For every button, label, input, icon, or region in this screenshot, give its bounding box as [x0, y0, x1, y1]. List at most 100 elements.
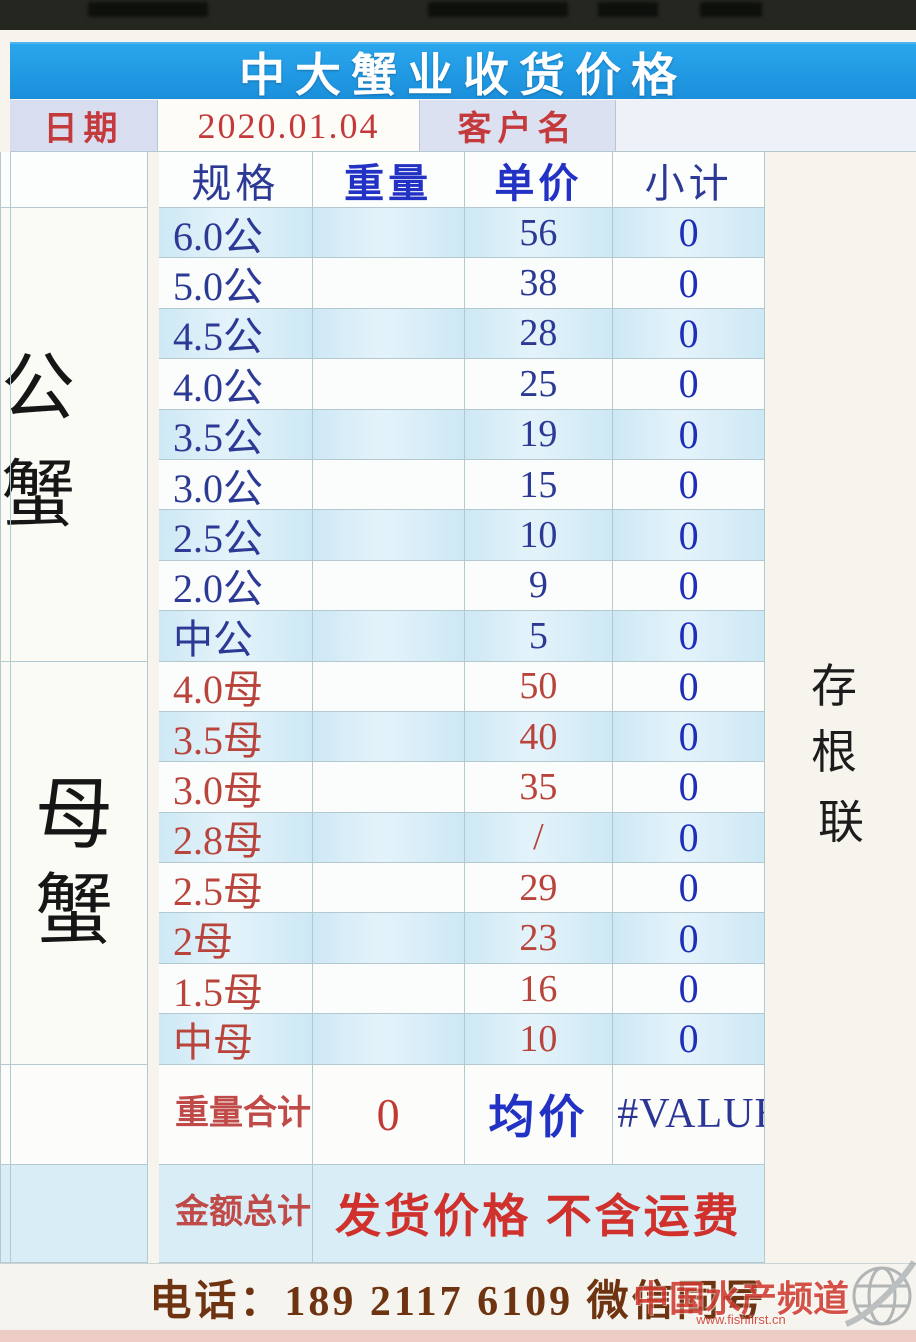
watermark: 中国水产频道 www.fishfirst.cn: [612, 1260, 916, 1340]
spec-cell: 4.0母: [159, 661, 313, 712]
subtotal-cell: 0: [613, 963, 766, 1015]
subtotal-cell: 0: [613, 661, 766, 712]
price-cell: 5: [464, 611, 614, 662]
weight-total-row: 重量合计 0 均价 #VALUE: [159, 1064, 765, 1165]
watermark-brand: 中国水产频道: [632, 1279, 849, 1319]
corner-cell: [0, 152, 148, 208]
table-row: 中公 5 0: [159, 611, 766, 662]
spec-cell: 3.5母: [159, 711, 313, 763]
table-row: 中母 10 0: [159, 1014, 766, 1065]
subtotal-cell: 0: [613, 510, 766, 561]
photo-edge-strip: [0, 1330, 916, 1342]
spec-cell: 5.0公: [159, 258, 313, 309]
weight-cell: [312, 409, 465, 460]
text-remnant: [598, 2, 658, 17]
spec-cell: 2.5母: [159, 863, 313, 914]
weight-cell: [312, 1014, 465, 1065]
table-row: 2.5母 29 0: [159, 863, 766, 914]
weight-cell: [312, 258, 465, 309]
price-cell: 56: [464, 208, 614, 259]
subtotal-cell: 0: [613, 1014, 766, 1065]
subtotal-cell: 0: [613, 762, 766, 813]
amount-total-left-cell: [0, 1165, 148, 1263]
table-row: 6.0公 56 0: [159, 208, 766, 259]
weight-cell: [312, 611, 465, 662]
header-spec: 规格: [159, 152, 313, 208]
price-cell: 10: [464, 510, 614, 561]
weight-cell: [312, 459, 465, 511]
table-row: 1.5母 16 0: [159, 963, 766, 1015]
customer-label: 客户名: [457, 111, 578, 148]
weight-cell: [312, 661, 465, 712]
subtotal-cell: 0: [613, 208, 766, 259]
cropped-previous-sheet-strip: [0, 0, 916, 30]
weight-total-left-cell: [0, 1065, 148, 1165]
table-row: 3.0母 35 0: [159, 762, 766, 813]
header-price: 单价: [464, 152, 614, 208]
page-title: 中大蟹业收货价格: [239, 49, 687, 101]
price-cell: 28: [464, 308, 614, 360]
weight-cell: [312, 913, 465, 964]
spec-cell: 1.5母: [159, 963, 313, 1015]
weight-cell: [312, 208, 465, 259]
amount-total-row: 金额总计 发货价格 不含运费: [159, 1164, 765, 1263]
spec-cell: 3.0母: [159, 762, 313, 813]
price-cell: /: [464, 812, 614, 864]
subtotal-cell: 0: [613, 459, 766, 511]
table-row: 5.0公 38 0: [159, 258, 766, 309]
table-row: 2母 23 0: [159, 913, 766, 964]
spec-cell: 4.5公: [159, 308, 313, 360]
text-remnant: [428, 2, 568, 17]
customer-value-cell: [616, 100, 916, 152]
male-crab-group-label: 公蟹: [0, 208, 148, 662]
weight-total-label: 重量合计: [159, 1064, 313, 1165]
price-cell: 10: [464, 1014, 614, 1065]
price-cell: 40: [464, 711, 614, 763]
price-cell: 23: [464, 913, 614, 964]
female-crab-group-label: 母 蟹: [0, 662, 148, 1065]
header-weight: 重量: [312, 152, 465, 208]
subtotal-cell: 0: [613, 258, 766, 309]
spec-cell: 2.5公: [159, 510, 313, 561]
average-price-value: #VALUE: [613, 1064, 765, 1165]
subtotal-cell: 0: [613, 611, 766, 662]
price-cell: 50: [464, 661, 614, 712]
globe-icon: [844, 1260, 916, 1327]
date-value: 2020.01.04: [197, 105, 380, 146]
spec-cell: 2母: [159, 913, 313, 964]
shipping-price-note: 发货价格 不含运费: [312, 1164, 765, 1263]
average-price-label: 均价: [464, 1064, 614, 1165]
weight-cell: [312, 812, 465, 864]
weight-cell: [312, 308, 465, 360]
date-label-cell: 日期: [10, 100, 158, 152]
table-header-row: 规格 重量 单价 小计: [159, 152, 765, 208]
table-row: 3.5公 19 0: [159, 409, 766, 460]
subtotal-cell: 0: [613, 560, 766, 612]
price-cell: 16: [464, 963, 614, 1015]
spec-cell: 2.0公: [159, 560, 313, 612]
header-subtotal: 小计: [613, 152, 765, 208]
price-cell: 35: [464, 762, 614, 813]
date-value-cell: 2020.01.04: [158, 100, 420, 152]
info-row: 日期 2020.01.04 客户名: [10, 100, 916, 152]
spec-cell: 3.0公: [159, 459, 313, 511]
text-remnant: [700, 2, 762, 17]
text-remnant: [88, 2, 208, 17]
weight-cell: [312, 711, 465, 763]
price-cell: 29: [464, 863, 614, 914]
subtotal-cell: 0: [613, 812, 766, 864]
subtotal-cell: 0: [613, 913, 766, 964]
table-row: 3.5母 40 0: [159, 711, 766, 763]
weight-cell: [312, 963, 465, 1015]
weight-cell: [312, 510, 465, 561]
spec-cell: 中母: [159, 1014, 313, 1065]
stub-copy-bottom: 联: [818, 797, 864, 848]
subtotal-cell: 0: [613, 711, 766, 763]
price-cell: 9: [464, 560, 614, 612]
weight-cell: [312, 560, 465, 612]
table-row: 3.0公 15 0: [159, 459, 766, 511]
spec-cell: 4.0公: [159, 359, 313, 410]
table-row: 4.5公 28 0: [159, 308, 766, 360]
contact-row: 电话：189 2117 6109 微信同号: [0, 1263, 916, 1330]
price-table: 规格 重量 单价 小计 6.0公 56 0 5.0公 38 0 4.5公 28 …: [10, 152, 766, 1263]
